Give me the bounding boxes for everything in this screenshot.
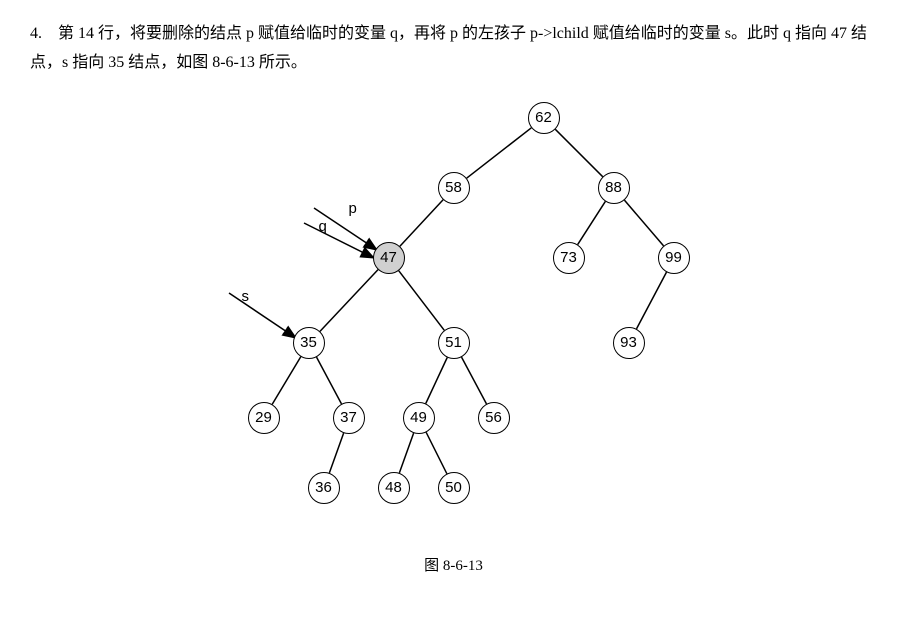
list-number: 4. xyxy=(30,20,54,49)
pointer-arrow-s xyxy=(229,293,296,338)
tree-node-37: 37 xyxy=(333,402,365,434)
tree-node-29: 29 xyxy=(248,402,280,434)
edge-47-35 xyxy=(319,269,377,331)
tree-node-88: 88 xyxy=(598,172,630,204)
edge-51-56 xyxy=(461,357,486,404)
tree-node-73: 73 xyxy=(553,242,585,274)
tree-diagram: 62 58 88 47 73 99 35 51 93 29 37 49 56 36 48 50 p q s xyxy=(174,88,734,548)
tree-node-99: 99 xyxy=(658,242,690,274)
tree-node-48: 48 xyxy=(378,472,410,504)
figure-caption: 图 8-6-13 xyxy=(30,554,877,575)
edge-47-51 xyxy=(398,270,444,330)
tree-node-36: 36 xyxy=(308,472,340,504)
pointer-label-q: q xyxy=(319,218,327,235)
edge-88-73 xyxy=(577,201,605,244)
edge-62-58 xyxy=(466,127,531,177)
edge-99-93 xyxy=(636,272,666,329)
paragraph-text: 第 14 行，将要删除的结点 p 赋值给临时的变量 q，再将 p 的左孩子 p-… xyxy=(30,25,867,71)
tree-node-58: 58 xyxy=(438,172,470,204)
paragraph: 4. 第 14 行，将要删除的结点 p 赋值给临时的变量 q，再将 p 的左孩子… xyxy=(30,20,877,78)
pointer-label-p: p xyxy=(349,200,357,217)
edge-51-49 xyxy=(425,357,446,403)
tree-node-56: 56 xyxy=(478,402,510,434)
tree-node-93: 93 xyxy=(613,327,645,359)
edge-49-48 xyxy=(399,433,413,473)
tree-node-35: 35 xyxy=(293,327,325,359)
tree-node-47: 47 xyxy=(373,242,405,274)
edge-35-37 xyxy=(316,357,341,404)
edge-49-50 xyxy=(426,432,447,473)
pointer-label-s: s xyxy=(242,288,250,305)
tree-node-62: 62 xyxy=(528,102,560,134)
tree-node-51: 51 xyxy=(438,327,470,359)
edge-88-99 xyxy=(624,200,663,246)
tree-node-50: 50 xyxy=(438,472,470,504)
edge-62-88 xyxy=(555,129,602,176)
edge-37-36 xyxy=(329,433,343,473)
tree-node-49: 49 xyxy=(403,402,435,434)
edge-58-47 xyxy=(399,199,442,246)
edge-35-29 xyxy=(272,356,301,404)
